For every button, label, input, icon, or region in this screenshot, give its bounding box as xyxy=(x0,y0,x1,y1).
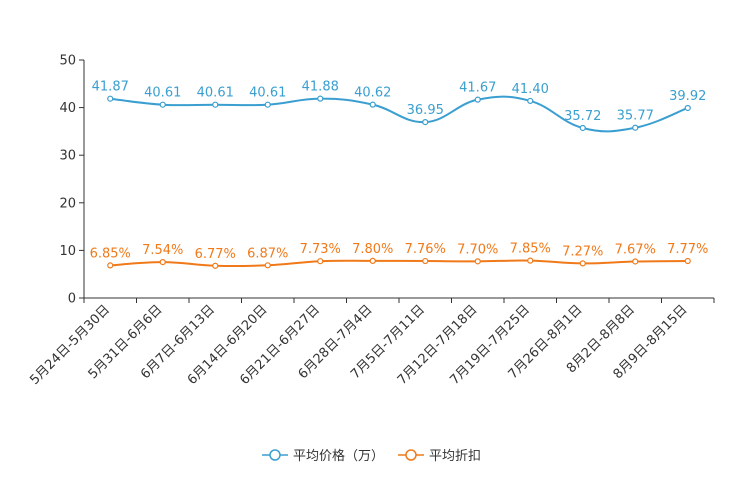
legend-marker-icon xyxy=(405,449,417,461)
data-label: 40.62 xyxy=(354,86,391,101)
data-point[interactable] xyxy=(212,101,219,108)
data-label: 41.40 xyxy=(512,82,549,97)
y-axis: 0 10 20 30 40 50 xyxy=(59,54,85,307)
data-point[interactable] xyxy=(317,95,324,102)
data-label: 7.67% xyxy=(615,242,656,257)
legend-item-discount[interactable]: 平均折扣 xyxy=(398,449,481,464)
data-label: 7.77% xyxy=(667,242,708,257)
data-point[interactable] xyxy=(264,262,271,269)
data-label: 41.88 xyxy=(302,80,339,95)
data-point[interactable] xyxy=(159,259,166,266)
data-label: 7.85% xyxy=(510,242,551,257)
y-tick-label: 40 xyxy=(59,101,76,116)
data-label: 7.54% xyxy=(142,243,183,258)
data-label: 7.70% xyxy=(457,242,498,257)
data-label: 36.95 xyxy=(407,103,444,118)
data-point[interactable] xyxy=(527,97,534,105)
x-axis: 5月24日-5月30日5月31日-6月6日6月7日-6月13日6月14日-6月2… xyxy=(27,297,715,388)
series-discount: 6.85% 7.54% 6.77% 6.87% 7.73% 7.80% 7.76% 7.70%… xyxy=(90,242,708,269)
y-tick-label: 50 xyxy=(59,54,76,69)
y-tick-label: 0 xyxy=(68,292,76,307)
data-label: 40.61 xyxy=(197,86,234,101)
data-label: 6.85% xyxy=(90,246,131,261)
data-label: 41.67 xyxy=(459,81,496,96)
data-label: 41.87 xyxy=(92,80,129,95)
data-label: 7.80% xyxy=(352,242,393,257)
data-point[interactable] xyxy=(579,124,586,132)
data-label: 39.92 xyxy=(669,89,706,104)
data-point[interactable] xyxy=(422,119,429,126)
data-point[interactable] xyxy=(579,260,586,267)
y-tick-label: 30 xyxy=(59,149,76,164)
data-point[interactable] xyxy=(474,258,481,265)
data-label: 40.61 xyxy=(144,86,181,101)
data-point[interactable] xyxy=(212,262,219,269)
data-point[interactable] xyxy=(369,101,376,108)
legend[interactable]: 平均价格（万） 平均折扣 xyxy=(262,448,481,464)
data-point[interactable] xyxy=(684,257,691,265)
data-point[interactable] xyxy=(684,104,691,112)
data-point[interactable] xyxy=(264,101,271,108)
y-tick-label: 20 xyxy=(59,196,76,211)
data-label: 35.77 xyxy=(617,109,654,124)
data-point[interactable] xyxy=(107,262,114,269)
data-point[interactable] xyxy=(159,101,166,108)
data-point[interactable] xyxy=(632,124,639,131)
data-label: 7.76% xyxy=(405,242,446,257)
data-point[interactable] xyxy=(474,96,481,103)
series-price: 41.87 40.61 40.61 40.61 41.88 40.62 36.95 41.67… xyxy=(92,80,706,133)
y-tick-label: 10 xyxy=(59,244,76,259)
data-label: 6.77% xyxy=(195,247,236,262)
series-line xyxy=(110,259,688,268)
data-label: 40.61 xyxy=(249,86,286,101)
series-line xyxy=(110,95,689,133)
series-group: 41.87 40.61 40.61 40.61 41.88 40.62 36.95 41.67… xyxy=(90,80,708,269)
data-point[interactable] xyxy=(369,257,376,264)
data-point[interactable] xyxy=(632,258,639,265)
data-point[interactable] xyxy=(527,257,534,264)
data-label: 35.72 xyxy=(564,109,601,124)
data-label: 7.73% xyxy=(300,242,341,257)
legend-label: 平均价格（万） xyxy=(293,448,384,464)
data-label: 6.87% xyxy=(247,246,288,261)
legend-marker-icon xyxy=(269,449,281,461)
legend-item-price[interactable]: 平均价格（万） xyxy=(262,448,384,464)
data-point[interactable] xyxy=(317,258,324,265)
data-point[interactable] xyxy=(107,95,114,102)
data-label: 7.27% xyxy=(562,244,603,259)
data-point[interactable] xyxy=(422,257,429,265)
legend-label: 平均折扣 xyxy=(429,449,481,464)
